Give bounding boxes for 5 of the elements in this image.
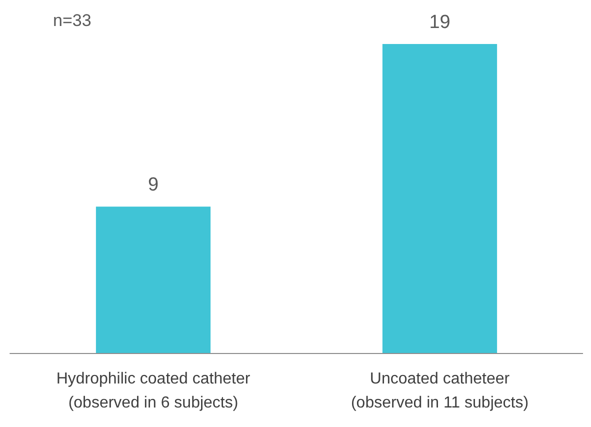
data-label: 9	[148, 174, 159, 196]
x-tick-label: Hydrophilic coated catheter (observed in 6 subjects)	[56, 370, 251, 412]
data-label: 19	[429, 12, 450, 33]
x-tick-label: Uncoated catheteer (observed in 11 subjects)	[350, 370, 529, 412]
text: n=33	[53, 11, 92, 30]
